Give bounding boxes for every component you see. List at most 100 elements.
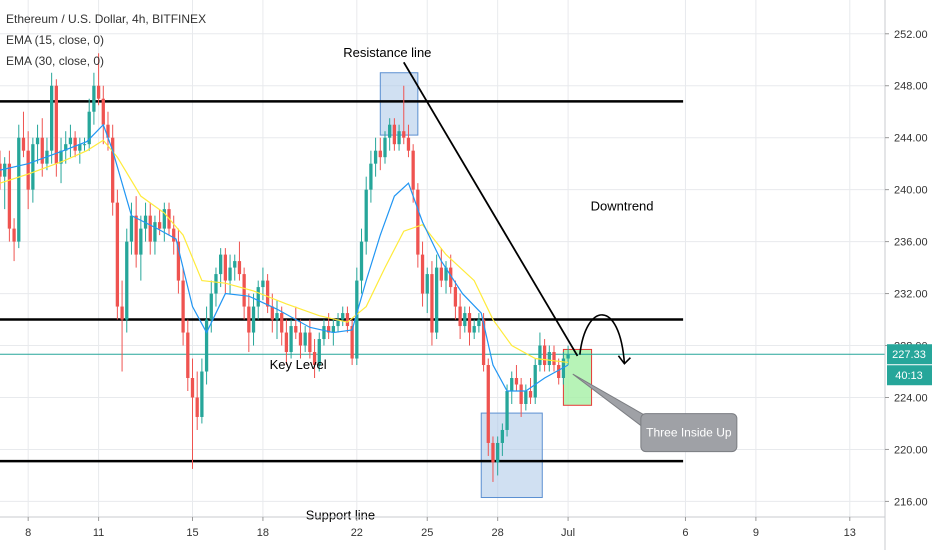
candle	[557, 358, 561, 385]
candle-body	[336, 319, 340, 327]
candle-body	[430, 274, 434, 333]
candle-body	[73, 137, 77, 151]
candle	[45, 137, 49, 171]
forecast-arrow	[579, 314, 626, 364]
candle	[3, 157, 7, 210]
candle-body	[134, 215, 138, 255]
candle-body	[111, 137, 115, 203]
candle	[439, 248, 443, 288]
candle-body	[68, 137, 73, 145]
candle-body	[298, 332, 303, 346]
candle-body	[204, 319, 209, 372]
candle	[406, 124, 411, 158]
candle	[68, 124, 73, 158]
candle	[73, 131, 77, 158]
candle-body	[496, 442, 500, 463]
candle	[284, 319, 289, 366]
candle-body	[261, 280, 265, 288]
candle	[223, 248, 228, 294]
trend-line	[402, 61, 579, 357]
candle-body	[552, 352, 556, 366]
candle-body	[40, 137, 44, 164]
candle-body	[157, 222, 162, 229]
last-price-badge	[887, 344, 932, 365]
candle-body	[453, 287, 458, 307]
candle	[139, 215, 143, 281]
ema-30-legend[interactable]: EMA (30, close, 0)	[6, 54, 105, 68]
candle	[237, 241, 242, 281]
x-tick-label: 13	[844, 527, 856, 539]
candle	[298, 319, 303, 359]
candle	[134, 196, 138, 268]
annotation-label: Key Level	[270, 357, 327, 372]
candle-body	[416, 189, 420, 255]
candle	[392, 118, 397, 151]
candle	[355, 267, 359, 366]
candle	[538, 332, 542, 372]
x-tick-label: 28	[492, 527, 504, 539]
annotation-label: Downtrend	[591, 198, 654, 213]
candle-body	[378, 150, 382, 158]
candle-body	[176, 241, 181, 281]
candle-body	[209, 293, 213, 320]
candle	[500, 423, 505, 456]
candle-body	[557, 365, 561, 379]
ema-15-legend[interactable]: EMA (15, close, 0)	[6, 33, 105, 47]
candle	[486, 358, 490, 456]
y-tick-label: 248.00	[894, 81, 928, 93]
candle-body	[308, 332, 312, 353]
candle	[425, 267, 429, 314]
candle-body	[106, 124, 110, 138]
candle-body	[341, 313, 345, 320]
highlight-box	[480, 412, 543, 499]
candle-body	[439, 267, 443, 281]
candle-body	[327, 326, 331, 333]
candle	[519, 378, 523, 417]
candle-body	[251, 306, 256, 333]
x-tick-label: 11	[93, 527, 104, 539]
candle-body	[265, 280, 270, 307]
candle	[350, 319, 354, 366]
candle	[345, 306, 350, 333]
candle	[397, 124, 401, 151]
downtrend-line	[402, 61, 579, 357]
candle	[31, 137, 35, 203]
x-tick-label: 25	[421, 527, 433, 539]
ema-lines	[0, 123, 569, 392]
candle	[26, 131, 30, 210]
candle	[101, 85, 105, 145]
candle-body	[505, 390, 509, 430]
candle	[308, 319, 312, 359]
chart-title[interactable]: Ethereum / U.S. Dollar, 4h, BITFINEX	[6, 12, 207, 26]
candle	[59, 137, 63, 184]
candle	[214, 267, 218, 307]
candle-body	[237, 261, 242, 275]
candle-body	[402, 131, 406, 138]
candle-body	[115, 202, 120, 307]
candle-body	[54, 85, 58, 164]
candle	[566, 345, 570, 366]
candle-body	[284, 332, 289, 353]
y-tick-label: 232.00	[894, 289, 928, 301]
candle-body	[59, 150, 63, 164]
candle-body	[477, 319, 481, 327]
candle-body	[294, 326, 298, 333]
candle-body	[214, 274, 218, 294]
candle-body	[87, 111, 91, 145]
candle	[383, 131, 387, 164]
candle	[312, 339, 317, 379]
candle-body	[350, 326, 354, 359]
candle	[341, 306, 345, 327]
candle-body	[129, 215, 134, 242]
candle-body	[82, 144, 87, 146]
x-tick-label: Jul	[561, 527, 575, 539]
ema-30-line	[0, 139, 569, 364]
candle-body	[172, 228, 176, 242]
candle	[514, 365, 519, 391]
candle-body	[181, 280, 185, 333]
x-tick-label: 9	[753, 527, 759, 539]
y-tick-label: 252.00	[894, 29, 928, 41]
candle	[369, 150, 373, 203]
candle	[467, 306, 472, 346]
